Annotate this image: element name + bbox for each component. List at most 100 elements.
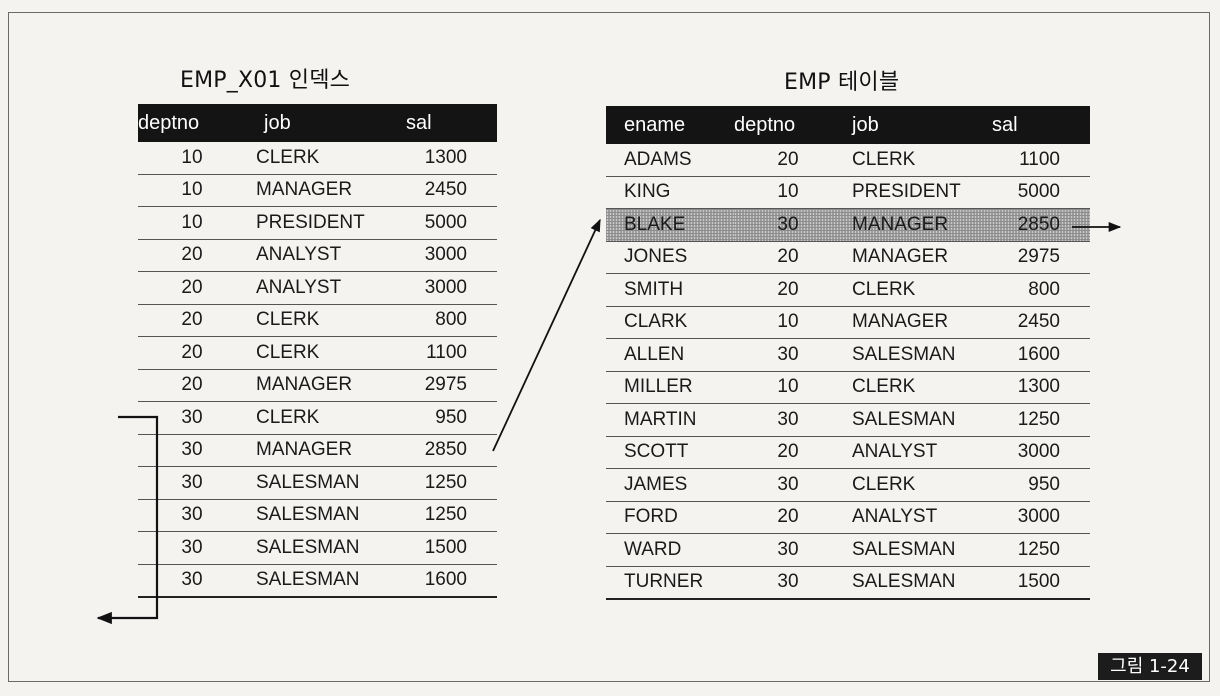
column-header-sal: sal [992,106,1090,144]
cell-sal: 5000 [992,176,1090,209]
index-table-row: 20 CLERK 800 [138,304,497,337]
cell-ename: ALLEN [606,338,734,372]
emp-table-row: MILLER 10 CLERK 1300 [606,371,1090,404]
cell-deptno: 20 [734,144,842,177]
cell-job: PRESIDENT [246,206,406,240]
cell-job: CLERK [842,371,992,404]
cell-job: MANAGER [246,369,406,402]
cell-sal: 1600 [992,338,1090,372]
cell-ename: FORD [606,501,734,534]
cell-deptno: 30 [734,468,842,502]
figure-label-badge: 그림 1-24 [1098,653,1202,680]
cell-job: MANAGER [842,208,992,242]
cell-deptno: 20 [138,239,246,272]
cell-job: SALESMAN [842,403,992,437]
cell-sal: 1300 [406,142,497,175]
cell-sal: 2850 [992,208,1090,242]
cell-sal: 1500 [992,566,1090,600]
cell-job: SALESMAN [246,531,406,565]
cell-ename: ADAMS [606,144,734,177]
cell-sal: 1250 [992,403,1090,437]
cell-job: MANAGER [842,241,992,274]
cell-job: CLERK [246,401,406,435]
emp-table-row: KING 10 PRESIDENT 5000 [606,176,1090,209]
column-header-job: job [842,106,992,144]
cell-job: CLERK [842,144,992,177]
cell-deptno: 10 [138,142,246,175]
index-table-row: 10 CLERK 1300 [138,142,497,175]
cell-deptno: 20 [734,241,842,274]
emp-table-row: JONES 20 MANAGER 2975 [606,241,1090,274]
cell-sal: 950 [406,401,497,435]
cell-ename: KING [606,176,734,209]
cell-job: SALESMAN [842,566,992,600]
emp-table-row: MARTIN 30 SALESMAN 1250 [606,403,1090,437]
emp-table-title: EMP 테이블 [784,70,900,95]
cell-deptno: 20 [734,273,842,307]
emp-table-row: SMITH 20 CLERK 800 [606,273,1090,307]
emp-table-row: CLARK 10 MANAGER 2450 [606,306,1090,339]
column-header-sal: sal [406,104,497,142]
cell-job: PRESIDENT [842,176,992,209]
emp-table-row: WARD 30 SALESMAN 1250 [606,533,1090,567]
cell-job: CLERK [842,273,992,307]
index-table-title: EMP_X01 인덱스 [180,68,351,93]
cell-job: CLERK [842,468,992,502]
cell-deptno: 30 [734,208,842,242]
cell-job: SALESMAN [842,533,992,567]
cell-job: ANALYST [246,239,406,272]
range-scan-bracket-arrow [96,415,159,625]
cell-ename: MILLER [606,371,734,404]
cell-sal: 1500 [406,531,497,565]
cell-job: SALESMAN [246,466,406,500]
index-table-row: 20 MANAGER 2975 [138,369,497,402]
emp-table-row: ADAMS 20 CLERK 1100 [606,144,1090,177]
column-header-job: job [246,104,406,142]
emp-table-row-highlighted: BLAKE 30 MANAGER 2850 [606,208,1090,242]
cell-job: CLERK [246,304,406,337]
emp-table-row: JAMES 30 CLERK 950 [606,468,1090,502]
cell-deptno: 20 [138,304,246,337]
cell-sal: 2975 [406,369,497,402]
cell-ename: WARD [606,533,734,567]
cell-job: CLERK [246,336,406,370]
cell-sal: 1250 [992,533,1090,567]
cell-ename: SCOTT [606,436,734,469]
cell-sal: 1600 [406,564,497,598]
index-table: deptno job sal 10 CLERK 1300 10 MANAGER 2450 1… [138,104,497,598]
cell-sal: 2975 [992,241,1090,274]
cell-deptno: 10 [138,174,246,207]
cell-deptno: 30 [734,533,842,567]
cell-job: MANAGER [246,434,406,467]
cell-sal: 950 [992,468,1090,502]
index-table-row: 20 CLERK 1100 [138,336,497,370]
cell-sal: 800 [992,273,1090,307]
emp-table: ename deptno job sal ADAMS 20 CLERK 1100 KIN… [606,106,1090,600]
cell-deptno: 10 [138,206,246,240]
cell-sal: 800 [406,304,497,337]
column-header-ename: ename [606,106,734,144]
emp-table-row: SCOTT 20 ANALYST 3000 [606,436,1090,469]
cell-job: SALESMAN [842,338,992,372]
cell-job: SALESMAN [246,564,406,598]
column-header-deptno: deptno [734,106,842,144]
emp-table-row: TURNER 30 SALESMAN 1500 [606,566,1090,600]
cell-sal: 2850 [406,434,497,467]
column-header-deptno: deptno [138,104,246,142]
cell-deptno: 20 [734,501,842,534]
emp-table-header: ename deptno job sal [606,106,1090,144]
cell-deptno: 20 [138,271,246,305]
cell-job: SALESMAN [246,499,406,532]
cell-sal: 1100 [406,336,497,370]
cell-deptno: 10 [734,306,842,339]
index-table-header: deptno job sal [138,104,497,142]
index-table-row: 30 MANAGER 2850 [138,434,497,467]
cell-ename: CLARK [606,306,734,339]
cell-deptno: 10 [734,176,842,209]
cell-ename: MARTIN [606,403,734,437]
emp-table-row: ALLEN 30 SALESMAN 1600 [606,338,1090,372]
cell-sal: 3000 [992,436,1090,469]
cell-sal: 3000 [406,239,497,272]
cell-job: ANALYST [246,271,406,305]
